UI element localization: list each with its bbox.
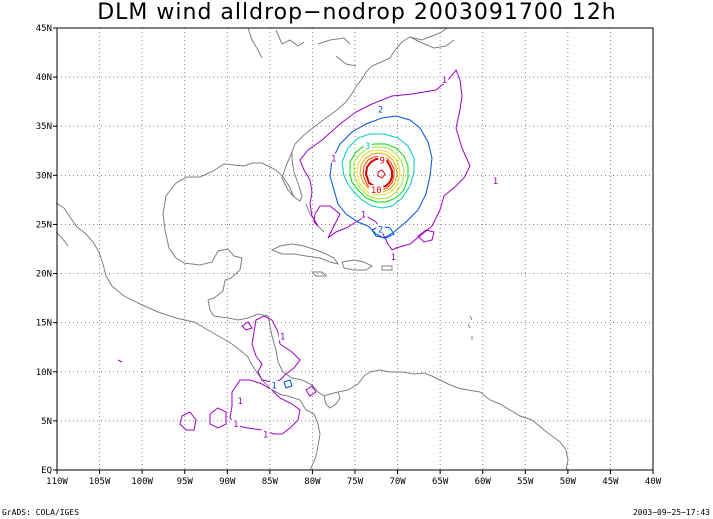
contour-label-background	[376, 224, 385, 234]
island-puerto-rico	[381, 265, 393, 271]
coastline-east-us	[162, 27, 448, 301]
footer-credit: GrADS: COLA/IGES	[2, 508, 79, 517]
contour-label: 1	[237, 397, 242, 407]
contour-label: 1	[493, 177, 498, 187]
coastline-nova-scotia	[409, 36, 455, 49]
contour-label: 1	[442, 76, 447, 86]
coastline-gulf-coast	[55, 231, 69, 247]
contour-label-background	[376, 104, 385, 114]
contour-1-small-top	[241, 321, 253, 331]
y-tick-label: EQ	[41, 466, 52, 476]
contour-label-background	[278, 331, 287, 341]
x-tick-label: 70W	[389, 477, 406, 487]
contour-label: 1	[391, 253, 396, 263]
coastline-great-lakes	[247, 27, 357, 67]
contour-label-background	[261, 429, 270, 439]
contour-label: 1	[280, 332, 285, 342]
island-lesser-antilles	[467, 315, 473, 340]
longitude-tick-labels: 110W 105W 100W 95W 90W 85W 80W 75W 70W 65W 60W 55W 5…	[46, 470, 662, 487]
island-jamaica	[310, 271, 328, 277]
contour-label-background	[359, 209, 368, 219]
contour-label-background	[369, 185, 384, 195]
contour-labels: 1 2 39 10 1 1 1 2 1 1 1 1 1 1	[231, 75, 500, 441]
contour-1-pacific-dot	[117, 359, 123, 363]
contour-label-background	[491, 176, 500, 186]
x-tick-label: 90W	[219, 477, 236, 487]
x-tick-label: 100W	[131, 477, 153, 487]
contour-1-west-blob-2	[209, 407, 227, 429]
coastline-central-america	[207, 299, 569, 471]
contour-label: 2	[378, 225, 383, 235]
contour-label: 2	[378, 105, 383, 115]
contour-2-small-ca	[283, 379, 293, 389]
y-tick-label: 5N	[41, 417, 52, 427]
contour-label-background	[440, 75, 449, 85]
lat-lon-gridlines	[57, 28, 653, 470]
y-tick-label: 40N	[36, 73, 52, 83]
contour-label: 3	[365, 142, 370, 152]
contour-1-small-right	[305, 385, 317, 397]
contour-3	[341, 133, 415, 209]
contour-label: 10	[371, 186, 382, 196]
x-tick-label: 55W	[517, 477, 534, 487]
contour-label: 1	[271, 381, 276, 391]
latitude-tick-labels: EQ 5N 10N 15N 20N 25N 30N 35N 40N 45N	[36, 24, 57, 476]
contour-label-background	[378, 155, 387, 165]
contour-label-background	[329, 153, 338, 163]
contour-1-west-blob	[179, 411, 197, 431]
contour-2	[329, 115, 433, 239]
island-hispaniola	[341, 259, 373, 271]
x-tick-label: 105W	[89, 477, 111, 487]
contour-1-east-blob	[417, 229, 435, 243]
map-title: DLM wind alldrop−nodrop 2003091700 12h	[97, 0, 617, 25]
contour-label-background	[363, 140, 372, 150]
contour-5	[353, 146, 405, 200]
y-tick-label: 10N	[36, 368, 52, 378]
coastlines	[55, 27, 569, 471]
y-tick-label: 45N	[36, 24, 52, 34]
contour-label: 1	[331, 155, 336, 165]
contour-1-outer	[299, 69, 471, 251]
x-tick-label: 60W	[475, 477, 492, 487]
contour-label: 9	[380, 157, 385, 167]
contour-label: 1	[361, 211, 366, 221]
x-tick-label: 40W	[645, 477, 662, 487]
coastline-florida	[281, 151, 295, 198]
coastline-gulf-venezuela	[323, 391, 341, 409]
contour-4	[349, 143, 409, 203]
x-tick-label: 85W	[262, 477, 279, 487]
y-tick-label: 35N	[36, 122, 52, 132]
x-tick-label: 80W	[304, 477, 321, 487]
contour-1-central-america	[251, 315, 301, 383]
island-cuba	[270, 243, 340, 265]
x-tick-label: 95W	[177, 477, 194, 487]
contour-label-background	[389, 251, 398, 261]
footer-timestamp: 2003−09−25−17:43	[633, 508, 710, 517]
y-tick-label: 15N	[36, 319, 52, 329]
coastline-mexico-west	[55, 202, 289, 397]
y-tick-label: 20N	[36, 270, 52, 280]
coastline-south-america-west	[287, 395, 321, 471]
x-tick-label: 65W	[432, 477, 449, 487]
y-tick-label: 25N	[36, 220, 52, 230]
contour-label: 1	[263, 431, 268, 441]
x-tick-label: 110W	[46, 477, 68, 487]
x-tick-label: 75W	[347, 477, 364, 487]
contour-10-center	[377, 169, 386, 179]
y-tick-label: 30N	[36, 171, 52, 181]
contour-label-background	[236, 396, 245, 406]
contour-label-background	[231, 418, 240, 428]
x-tick-label: 50W	[560, 477, 577, 487]
wind-difference-contours	[117, 69, 471, 435]
x-tick-label: 45W	[602, 477, 619, 487]
contour-label: 1	[233, 420, 238, 430]
contour-label-background	[270, 380, 279, 390]
